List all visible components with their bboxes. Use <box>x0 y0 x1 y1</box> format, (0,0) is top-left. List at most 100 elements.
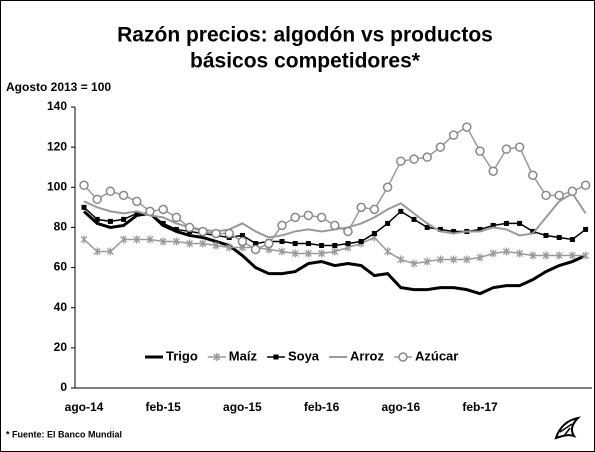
marker <box>475 146 485 156</box>
legend-label: Azúcar <box>415 348 458 363</box>
marker <box>158 204 168 215</box>
marker <box>436 255 444 264</box>
marker <box>435 142 446 152</box>
marker <box>411 216 417 222</box>
marker <box>397 255 405 264</box>
marker <box>79 180 89 191</box>
marker <box>303 210 314 221</box>
marker <box>582 251 590 260</box>
x-tick-label: ago-14 <box>65 400 104 414</box>
marker <box>541 190 551 201</box>
marker <box>292 240 298 246</box>
y-tick-label: 100 <box>47 179 67 193</box>
marker <box>424 224 430 230</box>
marker <box>437 226 443 232</box>
marker <box>476 253 484 262</box>
marker <box>290 212 300 223</box>
marker <box>291 249 299 258</box>
x-tick-label: feb-16 <box>304 400 340 414</box>
marker <box>556 234 562 240</box>
marker <box>107 218 113 224</box>
x-tick-label: ago-15 <box>223 400 262 414</box>
marker <box>318 249 326 258</box>
marker <box>146 235 154 244</box>
marker <box>462 122 472 132</box>
y-tick-label: 20 <box>54 340 68 354</box>
marker <box>542 251 550 260</box>
marker <box>396 156 406 166</box>
marker <box>198 226 208 237</box>
marker <box>93 247 101 256</box>
marker <box>488 166 498 176</box>
marker <box>450 255 458 264</box>
marker <box>477 226 483 232</box>
marker <box>555 251 563 260</box>
marker <box>160 220 166 226</box>
marker <box>369 204 380 215</box>
marker <box>92 194 102 205</box>
marker <box>489 249 497 258</box>
marker <box>423 257 431 266</box>
chart-title: básicos competidores* <box>190 50 421 73</box>
marker <box>145 206 155 217</box>
marker <box>253 240 259 246</box>
marker <box>250 244 261 255</box>
marker <box>105 186 116 197</box>
marker <box>239 232 245 238</box>
marker <box>382 182 393 193</box>
marker <box>371 230 377 236</box>
marker <box>184 222 195 233</box>
marker <box>502 247 510 256</box>
y-tick-label: 0 <box>60 380 67 394</box>
marker <box>319 242 325 248</box>
marker <box>451 228 457 234</box>
chart-title: Razón precios: algodón vs productos <box>117 24 493 47</box>
marker <box>264 238 274 249</box>
marker <box>132 196 142 207</box>
marker <box>463 255 471 264</box>
marker <box>580 180 591 191</box>
legend-label: Maíz <box>229 348 258 363</box>
marker <box>134 210 140 216</box>
marker <box>385 220 391 226</box>
marker <box>279 238 285 244</box>
x-tick-label: feb-15 <box>146 400 182 414</box>
marker <box>398 208 404 214</box>
logo <box>554 416 582 440</box>
marker <box>332 242 338 248</box>
marker <box>133 235 141 244</box>
marker <box>516 249 524 258</box>
y-tick-label: 60 <box>54 260 68 274</box>
y-tick-label: 140 <box>47 99 67 113</box>
marker <box>410 259 418 268</box>
marker <box>569 236 575 242</box>
marker <box>80 235 88 244</box>
marker <box>330 220 340 231</box>
marker <box>343 226 353 237</box>
marker <box>409 154 419 164</box>
footnote: * Fuente: El Banco Mundial <box>6 429 122 439</box>
marker <box>278 247 286 256</box>
marker <box>212 241 220 250</box>
marker <box>186 239 194 248</box>
marker <box>305 240 311 246</box>
marker <box>567 186 578 197</box>
marker <box>448 130 459 140</box>
marker <box>81 204 87 210</box>
marker <box>171 212 182 223</box>
y-tick-label: 80 <box>54 220 68 234</box>
marker <box>422 152 432 162</box>
marker <box>316 212 327 223</box>
marker <box>172 237 180 246</box>
x-tick-label: ago-16 <box>381 400 420 414</box>
marker <box>106 247 114 256</box>
marker <box>528 170 538 180</box>
marker <box>583 226 589 232</box>
marker <box>503 220 509 226</box>
marker <box>384 247 392 256</box>
marker <box>199 239 207 248</box>
y-tick-label: 120 <box>47 139 67 153</box>
marker <box>118 190 129 201</box>
marker <box>398 352 408 362</box>
